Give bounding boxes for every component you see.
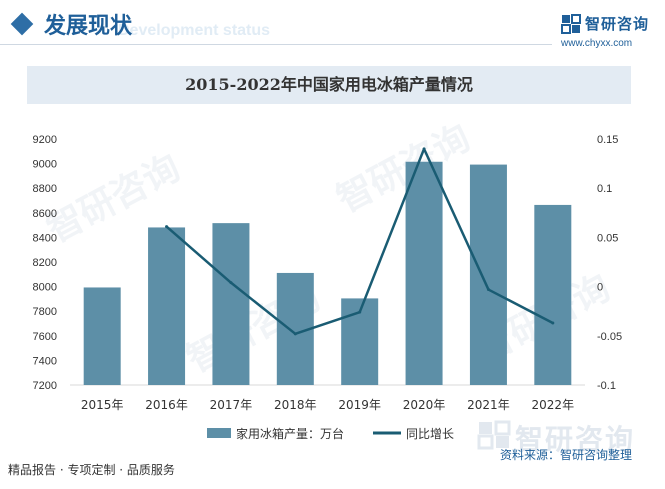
y-left-tick-label: 7800 xyxy=(33,306,57,318)
section-title: 发展现状 xyxy=(44,14,133,39)
line-point xyxy=(293,332,297,336)
y-right-tick-label: 0.05 xyxy=(597,232,618,244)
bar xyxy=(469,164,507,385)
y-left-tick-label: 7400 xyxy=(33,355,57,367)
section-subtitle: Development status xyxy=(118,22,271,39)
x-tick-label: 2020年 xyxy=(403,398,446,412)
brand-url[interactable]: www.chyxx.com xyxy=(561,38,633,49)
x-tick-label: 2017年 xyxy=(210,398,253,412)
line-point xyxy=(551,321,555,325)
y-left-tick-label: 8400 xyxy=(33,232,57,244)
footer-logo-icon xyxy=(477,420,511,450)
bar xyxy=(534,204,572,385)
y-left-tick-label: 8600 xyxy=(33,208,57,220)
header-divider xyxy=(0,44,552,45)
y-right-tick-label: 0.15 xyxy=(597,134,618,146)
brand-logo-icon xyxy=(561,14,581,34)
page-header: Development status 发展现状 智研咨询 www.chyxx.c… xyxy=(0,0,665,56)
y-left-tick-label: 7600 xyxy=(33,331,57,343)
data-source: 资料来源：智研咨询整理 xyxy=(500,448,633,462)
y-right-tick-label: 0.1 xyxy=(597,183,612,195)
line-point xyxy=(229,281,233,285)
line-point xyxy=(486,288,490,292)
legend-line-label: 同比增长 xyxy=(406,427,454,441)
y-left-tick-label: 8800 xyxy=(33,183,57,195)
footer-tagline: 精品报告 · 专项定制 · 品质服务 xyxy=(8,463,175,477)
x-tick-label: 2022年 xyxy=(532,398,575,412)
brand-name: 智研咨询 xyxy=(585,15,650,33)
x-tick-label: 2021年 xyxy=(467,398,510,412)
legend-bar-label: 家用冰箱产量：万台 xyxy=(236,426,344,441)
line-point xyxy=(422,147,426,151)
x-tick-label: 2018年 xyxy=(274,398,317,412)
chart-title-band: 2015-2022年中国家用电冰箱产量情况 xyxy=(27,66,631,104)
y-left-tick-label: 8200 xyxy=(33,257,57,269)
y-right-tick-label: -0.05 xyxy=(597,331,622,343)
y-right-tick-label: 0 xyxy=(597,282,603,294)
footer-brand-watermark: 智研咨询 xyxy=(515,423,636,456)
x-tick-label: 2016年 xyxy=(145,398,188,412)
y-left-tick-label: 9200 xyxy=(33,134,57,146)
y-left-tick-label: 7200 xyxy=(33,380,57,392)
bar xyxy=(148,227,186,385)
y-right-tick-label: -0.1 xyxy=(597,380,616,392)
y-left-tick-label: 9000 xyxy=(33,159,57,171)
line-point xyxy=(165,225,169,229)
chart-title: 2015-2022年中国家用电冰箱产量情况 xyxy=(185,75,473,94)
line-point xyxy=(358,310,362,314)
x-tick-label: 2015年 xyxy=(81,398,124,412)
bar xyxy=(405,161,443,385)
y-left-tick-label: 8000 xyxy=(33,282,57,294)
x-tick-label: 2019年 xyxy=(338,398,381,412)
bar xyxy=(83,287,121,385)
bar xyxy=(212,223,250,385)
legend-bar-swatch xyxy=(207,428,231,438)
